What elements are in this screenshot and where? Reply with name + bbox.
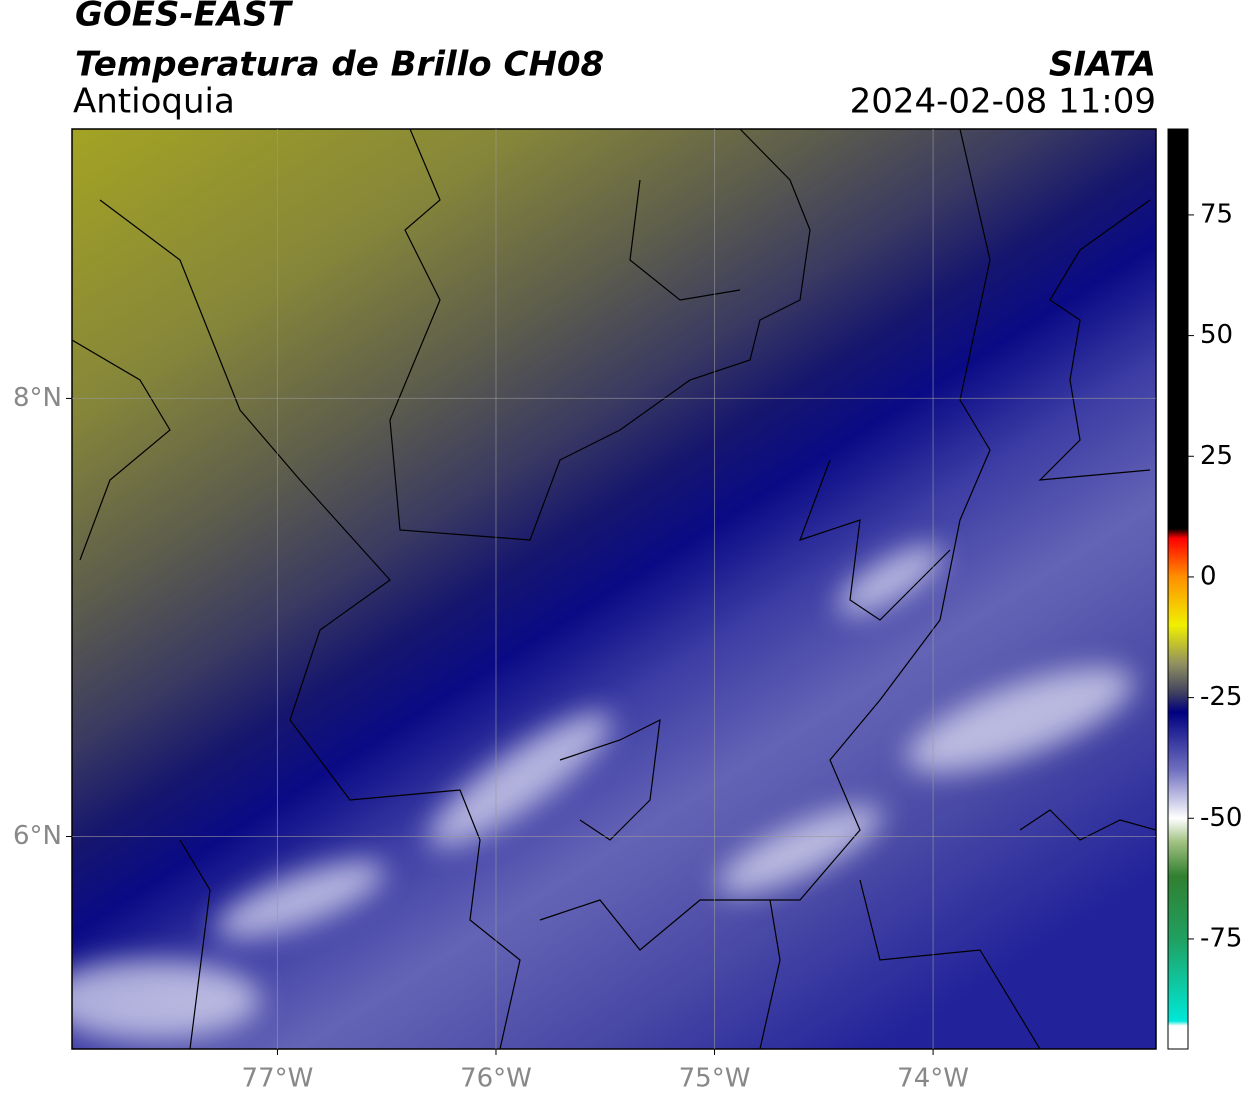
colorbar-tick-label: 50 bbox=[1200, 320, 1233, 350]
map-frame bbox=[71, 128, 1157, 1050]
subtitle: Temperatura de Brillo CH08 bbox=[75, 45, 604, 85]
y-tick-label: 6°N bbox=[13, 821, 62, 851]
colorbar-tick-label: -50 bbox=[1200, 803, 1242, 833]
timestamp: 2024-02-08 11:09 bbox=[850, 82, 1156, 122]
colorbar bbox=[1167, 128, 1189, 1050]
source: SIATA bbox=[1049, 45, 1156, 85]
region: Antioquia bbox=[73, 82, 235, 122]
x-tick-label: 76°W bbox=[460, 1064, 532, 1094]
colorbar-tick-label: 25 bbox=[1200, 441, 1233, 471]
colorbar-tick-label: -25 bbox=[1200, 682, 1242, 712]
colorbar-tick-label: 75 bbox=[1200, 199, 1233, 229]
title: GOES-EAST bbox=[75, 0, 294, 35]
y-tick-label: 8°N bbox=[13, 383, 62, 413]
colorbar-tick-label: 0 bbox=[1200, 561, 1217, 591]
x-tick-label: 75°W bbox=[679, 1064, 751, 1094]
x-tick-label: 77°W bbox=[242, 1064, 314, 1094]
colorbar-tick-label: -75 bbox=[1200, 923, 1242, 953]
x-tick-label: 74°W bbox=[897, 1064, 969, 1094]
map-image bbox=[72, 129, 1156, 1049]
